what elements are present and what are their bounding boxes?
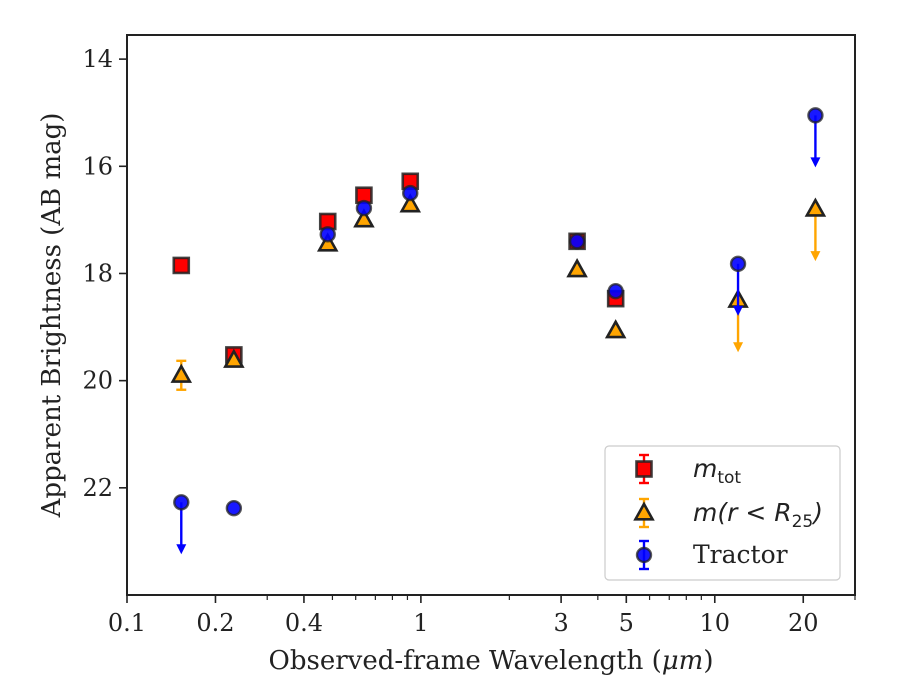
legend-m_tot-marker	[635, 460, 653, 478]
x-tick-label: 0.2	[196, 609, 234, 637]
x-tick-label: 0.1	[108, 609, 146, 637]
y-tick-label: 22	[82, 474, 113, 502]
tractor-upper-limit-arrow-head	[733, 305, 744, 316]
x-tick-label: 3	[553, 609, 568, 637]
m_r25-triangle-marker	[316, 232, 339, 252]
y-tick-label: 16	[82, 152, 113, 180]
m_r25-triangle-marker	[353, 208, 375, 228]
y-tick-label: 18	[82, 259, 113, 287]
tractor-circle-marker	[807, 107, 824, 124]
x-tick-label: 0.4	[285, 609, 323, 637]
tractor-circle-marker	[568, 233, 586, 250]
y-axis-ticks: 14 16 18 20 22	[82, 45, 127, 502]
legend-label-m-tot: mtot	[693, 454, 741, 488]
legend-m_r25-marker	[633, 501, 655, 521]
legend-label-tractor: Tractor	[693, 540, 788, 569]
m_r25-triangle-marker	[566, 258, 588, 278]
data-points	[170, 107, 827, 555]
tractor-circle-marker	[402, 184, 419, 202]
m_tot-square-marker	[172, 256, 191, 275]
tractor-circle-marker	[173, 494, 190, 511]
x-tick-label: 5	[619, 609, 634, 637]
legend: mtot m(r < R25) Tractor	[604, 445, 841, 581]
m_r25-triangle-marker	[804, 197, 827, 217]
m_r25-triangle-marker	[399, 193, 422, 213]
m_r25-upper-limit-arrow-head	[810, 251, 821, 262]
series-m_tot	[172, 172, 625, 364]
tractor-circle-marker	[729, 255, 747, 273]
tractor-circle-marker	[607, 282, 624, 300]
m_r25-upper-limit-arrow-head	[733, 342, 744, 353]
tractor-circle-marker	[225, 499, 243, 517]
x-tick-label: 10	[700, 609, 731, 637]
y-tick-label: 14	[82, 45, 113, 73]
legend-box	[604, 445, 841, 581]
m_r25-triangle-marker	[604, 319, 627, 339]
x-axis-ticks: 0.1 0.2 0.4 1 3 5 10 20	[108, 595, 856, 637]
m_r25-triangle-marker	[170, 363, 193, 383]
series-m_r25	[170, 193, 827, 391]
tractor-circle-marker	[355, 199, 373, 217]
y-axis-label: Apparent Brightness (AB mag)	[37, 113, 67, 519]
m_r25-triangle-marker	[223, 348, 245, 368]
tractor-upper-limit-arrow-head	[176, 544, 187, 555]
legend-label-m-r25: m(r < R25)	[693, 498, 823, 532]
series-tractor	[173, 107, 824, 555]
legend-tractor-marker	[635, 546, 653, 564]
tractor-upper-limit-arrow-head	[810, 157, 821, 168]
x-tick-label: 20	[788, 609, 819, 637]
legend-markers	[633, 453, 655, 571]
x-axis-label: Observed-frame Wavelength (μm)	[269, 646, 714, 676]
tractor-circle-marker	[319, 226, 336, 243]
plot-frame	[126, 34, 856, 596]
x-tick-label: 1	[413, 609, 428, 637]
y-tick-label: 20	[82, 367, 113, 395]
